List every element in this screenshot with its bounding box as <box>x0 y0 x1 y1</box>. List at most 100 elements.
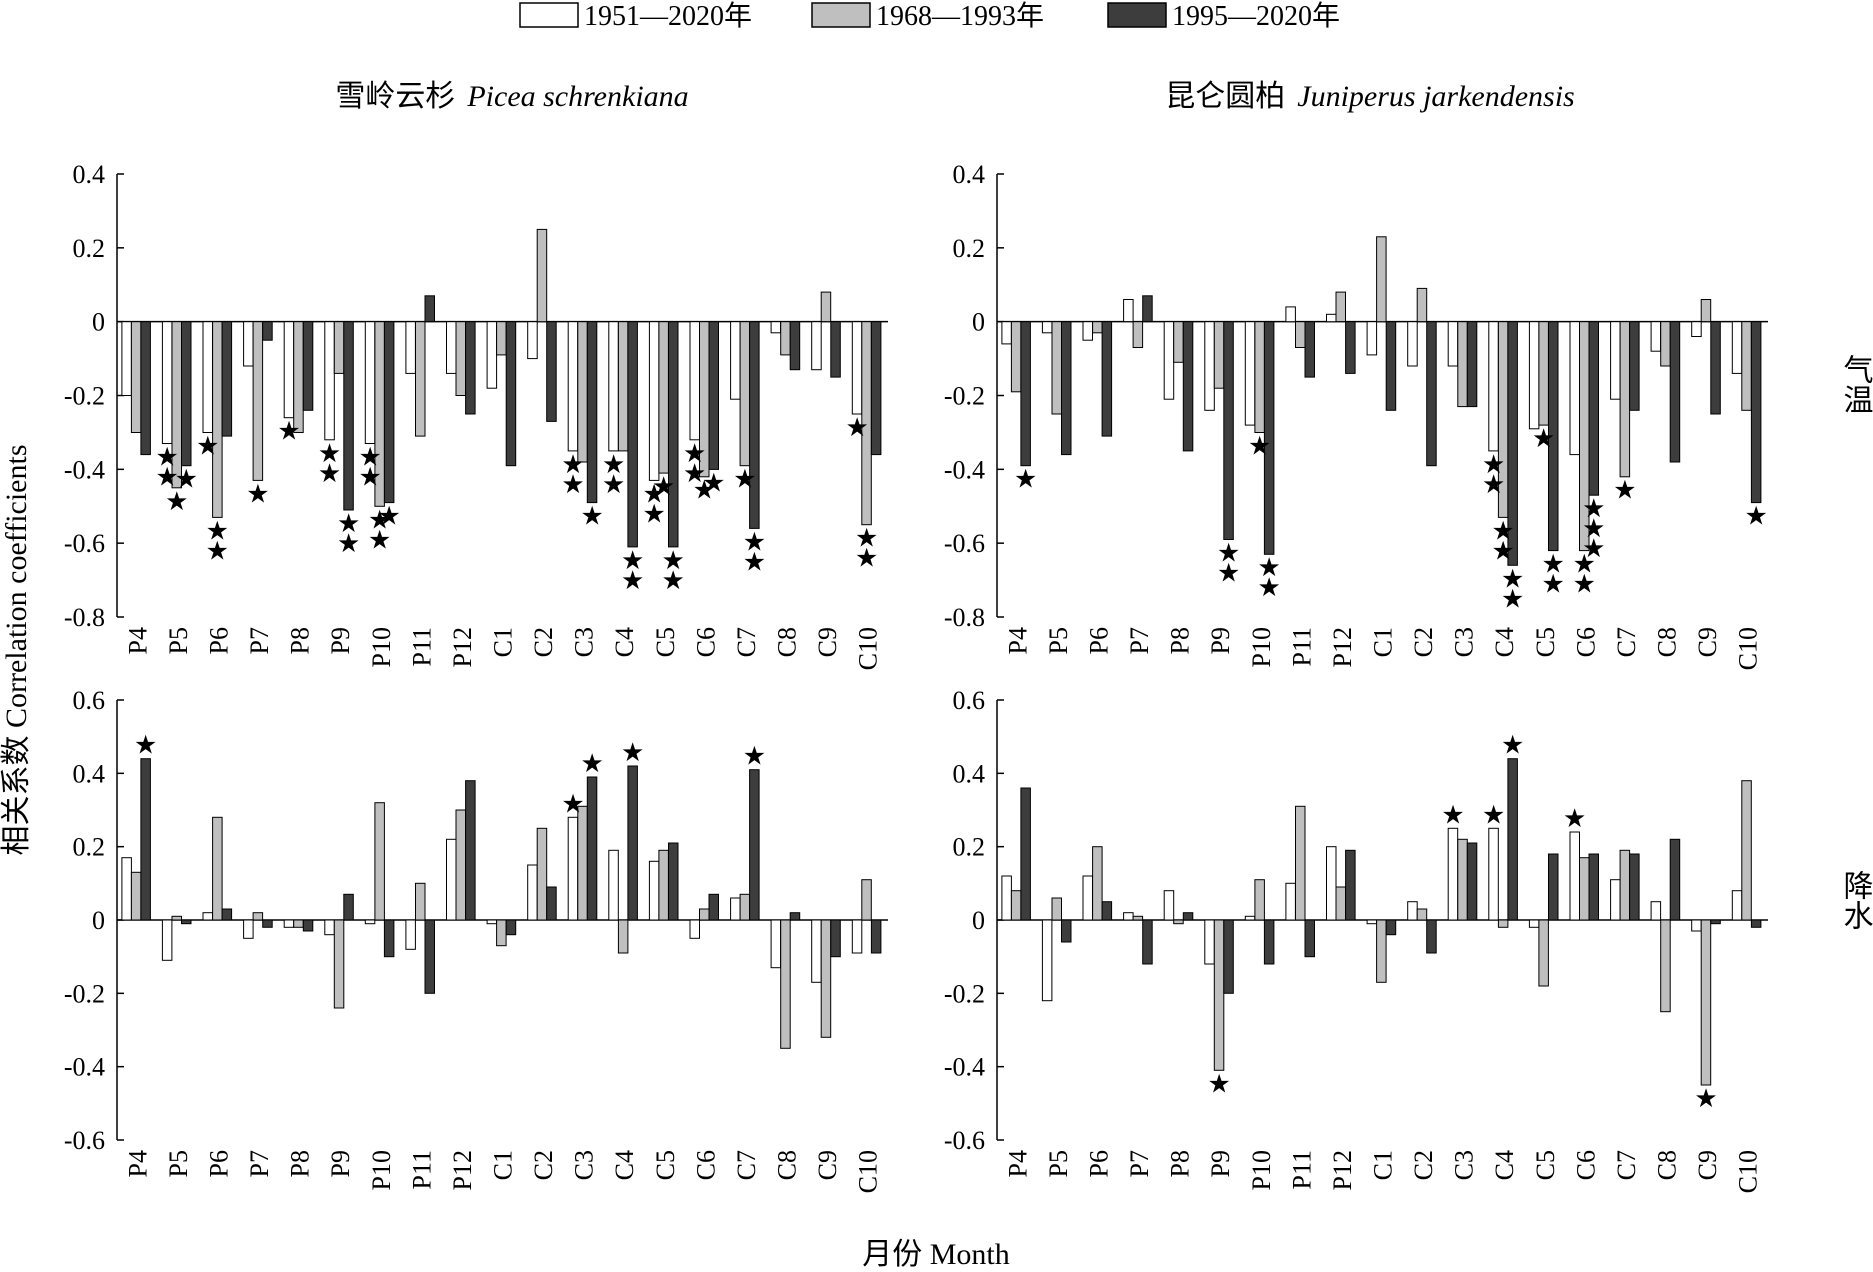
significance-star: ★ <box>621 566 644 595</box>
significance-star: ★ <box>175 465 198 494</box>
bar-1995-2020-p9 <box>343 321 354 511</box>
x-tick-label-p8: P8 <box>286 1150 315 1177</box>
x-tick-label-p4: P4 <box>123 627 152 654</box>
bar-1968-1993-p7 <box>252 321 264 481</box>
bar-1995-2020-c9 <box>1710 321 1721 415</box>
bar-1968-1993-p7 <box>1132 321 1144 349</box>
significance-star: ★ <box>1207 1069 1230 1098</box>
x-tick-label-c8: C8 <box>1653 1150 1682 1180</box>
x-tick-label-p11: P11 <box>1287 627 1316 667</box>
bar-1968-1993-p10 <box>374 802 385 921</box>
y-tick-label: 0.4 <box>73 160 106 189</box>
x-tick-label-c7: C7 <box>1612 627 1641 657</box>
side-label-temperature: 气温 <box>1839 354 1873 414</box>
significance-star: ★ <box>1258 553 1281 582</box>
bar-1995-2020-c4 <box>627 765 638 921</box>
y-tick-label: 0 <box>92 308 105 337</box>
x-tick-label-c6: C6 <box>1571 627 1600 657</box>
x-tick-label-c7: C7 <box>1612 1150 1641 1180</box>
bar-1951-2020-c9 <box>811 919 822 983</box>
bar-1995-2020-c2 <box>1426 321 1437 467</box>
significance-star: ★ <box>1582 494 1605 523</box>
bar-1968-1993-p11 <box>415 882 426 921</box>
bar-1951-2020-p12 <box>1326 313 1337 323</box>
x-tick-label-p11: P11 <box>1287 1150 1316 1190</box>
bar-1951-2020-p11 <box>405 919 416 950</box>
bar-1968-1993-p5 <box>171 915 182 921</box>
significance-star: ★ <box>1217 539 1240 568</box>
bar-1951-2020-p12 <box>1326 846 1337 921</box>
x-tick-label-p7: P7 <box>245 627 274 654</box>
x-tick-label-p12: P12 <box>448 1150 477 1190</box>
bar-1995-2020-c4 <box>1507 321 1518 566</box>
bar-1968-1993-p11 <box>1295 805 1306 921</box>
bar-1951-2020-c8 <box>1650 901 1662 921</box>
bar-1968-1993-c9 <box>1700 299 1712 323</box>
bar-1951-2020-p10 <box>364 919 376 925</box>
significance-star: ★ <box>337 529 360 558</box>
bar-1951-2020-c7 <box>730 321 741 400</box>
significance-star: ★ <box>561 789 584 818</box>
legend-label-1995-2020: 1995—2020年 <box>1172 0 1340 32</box>
legend-swatch-1995-2020 <box>1107 2 1167 28</box>
bar-1995-2020-c8 <box>1669 321 1681 463</box>
significance-star: ★ <box>743 742 766 771</box>
significance-star: ★ <box>733 465 756 494</box>
bar-1951-2020-c3 <box>1447 827 1459 921</box>
x-tick-label-c5: C5 <box>651 1150 680 1180</box>
bar-1995-2020-p9 <box>1223 321 1234 541</box>
bar-1995-2020-c8 <box>789 321 801 371</box>
significance-star: ★ <box>156 463 179 492</box>
bar-1995-2020-p12 <box>465 780 476 921</box>
significance-star: ★ <box>643 479 666 508</box>
bar-1968-1993-p11 <box>1295 321 1306 349</box>
bar-1951-2020-p12 <box>446 838 457 921</box>
y-tick-label: 0 <box>92 906 105 935</box>
legend-swatch-1951-2020 <box>519 2 579 28</box>
x-tick-label-p8: P8 <box>1166 1150 1195 1177</box>
bar-1951-2020-p9 <box>1204 321 1215 411</box>
x-tick-label-c8: C8 <box>1653 627 1682 657</box>
bar-1951-2020-p7 <box>243 919 254 939</box>
x-tick-label-p7: P7 <box>1125 627 1154 654</box>
bar-1995-2020-c5 <box>1548 321 1559 552</box>
bar-1968-1993-c7 <box>1619 849 1631 921</box>
x-tick-label-c1: C1 <box>489 1150 518 1180</box>
bar-1968-1993-c10 <box>1741 780 1752 921</box>
bar-1951-2020-p7 <box>1123 912 1134 921</box>
significance-star: ★ <box>1258 573 1281 602</box>
significance-star: ★ <box>621 738 644 767</box>
x-tick-label-c1: C1 <box>1369 1150 1398 1180</box>
y-tick-label: 0.2 <box>73 833 106 862</box>
bar-1968-1993-p9 <box>333 321 345 374</box>
title-picea: 雪岭云杉 Picea schrenkiana <box>335 80 688 113</box>
bar-1995-2020-p5 <box>1061 321 1072 456</box>
bar-1995-2020-p12 <box>1345 321 1356 374</box>
bar-1951-2020-p5 <box>1041 919 1053 1002</box>
bar-1995-2020-c1 <box>1385 321 1397 411</box>
bar-1951-2020-c8 <box>770 919 782 969</box>
bar-1995-2020-p5 <box>181 321 192 467</box>
y-tick-label: -0.8 <box>64 603 105 632</box>
bar-1995-2020-p7 <box>1142 295 1153 323</box>
legend: 1951—2020年 1968—1993年 1995—2020年 <box>519 0 1340 32</box>
bar-1951-2020-c10 <box>1731 321 1743 374</box>
bar-1951-2020-c8 <box>770 321 782 334</box>
bar-1995-2020-p7 <box>262 321 273 341</box>
x-tick-label-p11: P11 <box>407 1150 436 1190</box>
significance-star: ★ <box>683 459 706 488</box>
significance-star: ★ <box>1532 424 1555 453</box>
bar-1968-1993-p7 <box>1132 915 1144 921</box>
bar-1951-2020-p8 <box>283 919 295 928</box>
bar-1995-2020-p7 <box>1142 919 1153 965</box>
bar-1968-1993-c8 <box>1660 321 1671 367</box>
significance-star: ★ <box>743 527 766 556</box>
x-tick-label-p5: P5 <box>164 627 193 654</box>
significance-star: ★ <box>643 499 666 528</box>
bar-1951-2020-p9 <box>1204 919 1215 965</box>
x-tick-label-p10: P10 <box>1247 1150 1276 1190</box>
bar-1995-2020-p9 <box>343 893 354 921</box>
significance-star: ★ <box>337 509 360 538</box>
significance-star: ★ <box>1217 559 1240 588</box>
bar-1968-1993-p5 <box>1051 897 1062 921</box>
